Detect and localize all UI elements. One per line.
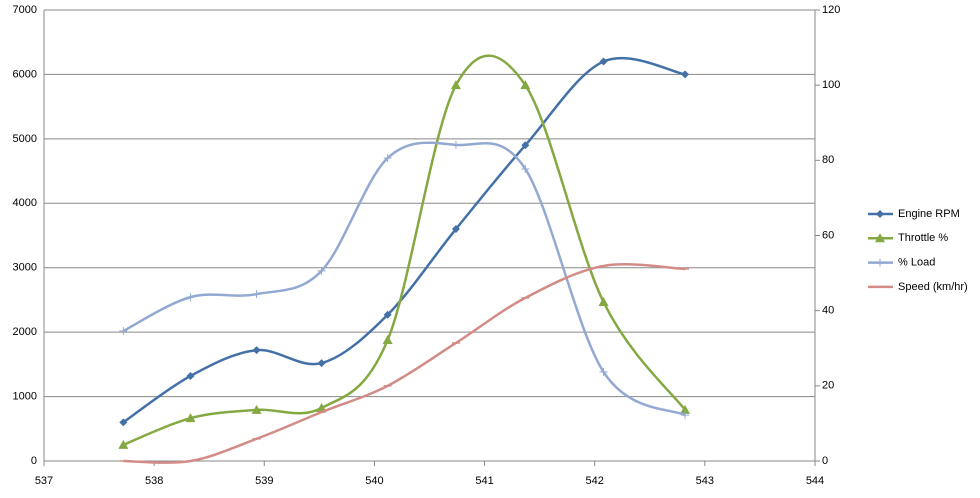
x-tick-label: 542 (586, 475, 604, 487)
marker (520, 80, 531, 90)
marker (186, 293, 195, 302)
marker (450, 80, 461, 90)
marker (599, 57, 608, 66)
legend-label: Speed (km/hr) (898, 281, 968, 293)
y-tick-label: 7000 (13, 4, 37, 16)
series-line (122, 54, 687, 447)
marker (383, 154, 392, 163)
marker (186, 371, 195, 380)
series-line (123, 263, 686, 464)
y2-tick-label: 0 (822, 455, 828, 467)
marker (598, 297, 609, 307)
series-line (122, 141, 686, 417)
marker (252, 346, 261, 355)
legend-label: Throttle % (898, 232, 948, 244)
marker (599, 367, 608, 376)
y-tick-label: 6000 (13, 68, 37, 80)
legend-label: % Load (898, 257, 935, 269)
marker (252, 290, 261, 299)
marker (119, 418, 128, 427)
marker (383, 310, 392, 319)
x-tick-label: 541 (475, 475, 493, 487)
y2-tick-label: 20 (822, 380, 834, 392)
marker (317, 266, 326, 275)
x-tick-label: 537 (35, 475, 53, 487)
marker (876, 258, 884, 267)
marker (451, 140, 460, 149)
marker (317, 359, 326, 368)
marker (521, 164, 530, 173)
marker (118, 439, 129, 449)
y2-tick-label: 100 (822, 79, 840, 91)
marker (681, 411, 690, 420)
marker (316, 403, 327, 413)
marker (680, 404, 691, 414)
y2-tick-label: 60 (822, 229, 834, 241)
marker (185, 413, 196, 423)
y-tick-label: 0 (31, 455, 37, 467)
x-tick-label: 538 (145, 475, 163, 487)
y-tick-label: 2000 (13, 326, 37, 338)
marker (876, 210, 884, 218)
marker (251, 404, 262, 414)
marker (681, 70, 690, 79)
x-tick-label: 539 (255, 475, 273, 487)
y2-tick-label: 40 (822, 305, 834, 317)
x-tick-label: 540 (365, 475, 383, 487)
series-line (122, 56, 686, 424)
marker (382, 334, 393, 344)
y-tick-label: 1000 (13, 390, 37, 402)
legend-label: Engine RPM (898, 208, 960, 220)
y-tick-label: 4000 (13, 197, 37, 209)
y-tick-label: 5000 (13, 133, 37, 145)
y2-tick-label: 80 (822, 154, 834, 166)
y2-tick-label: 120 (822, 4, 840, 16)
x-tick-label: 543 (696, 475, 714, 487)
marker (451, 225, 460, 234)
marker (521, 141, 530, 150)
x-tick-label: 544 (806, 475, 824, 487)
marker (875, 233, 885, 243)
marker (119, 326, 128, 335)
y-tick-label: 3000 (13, 262, 37, 274)
